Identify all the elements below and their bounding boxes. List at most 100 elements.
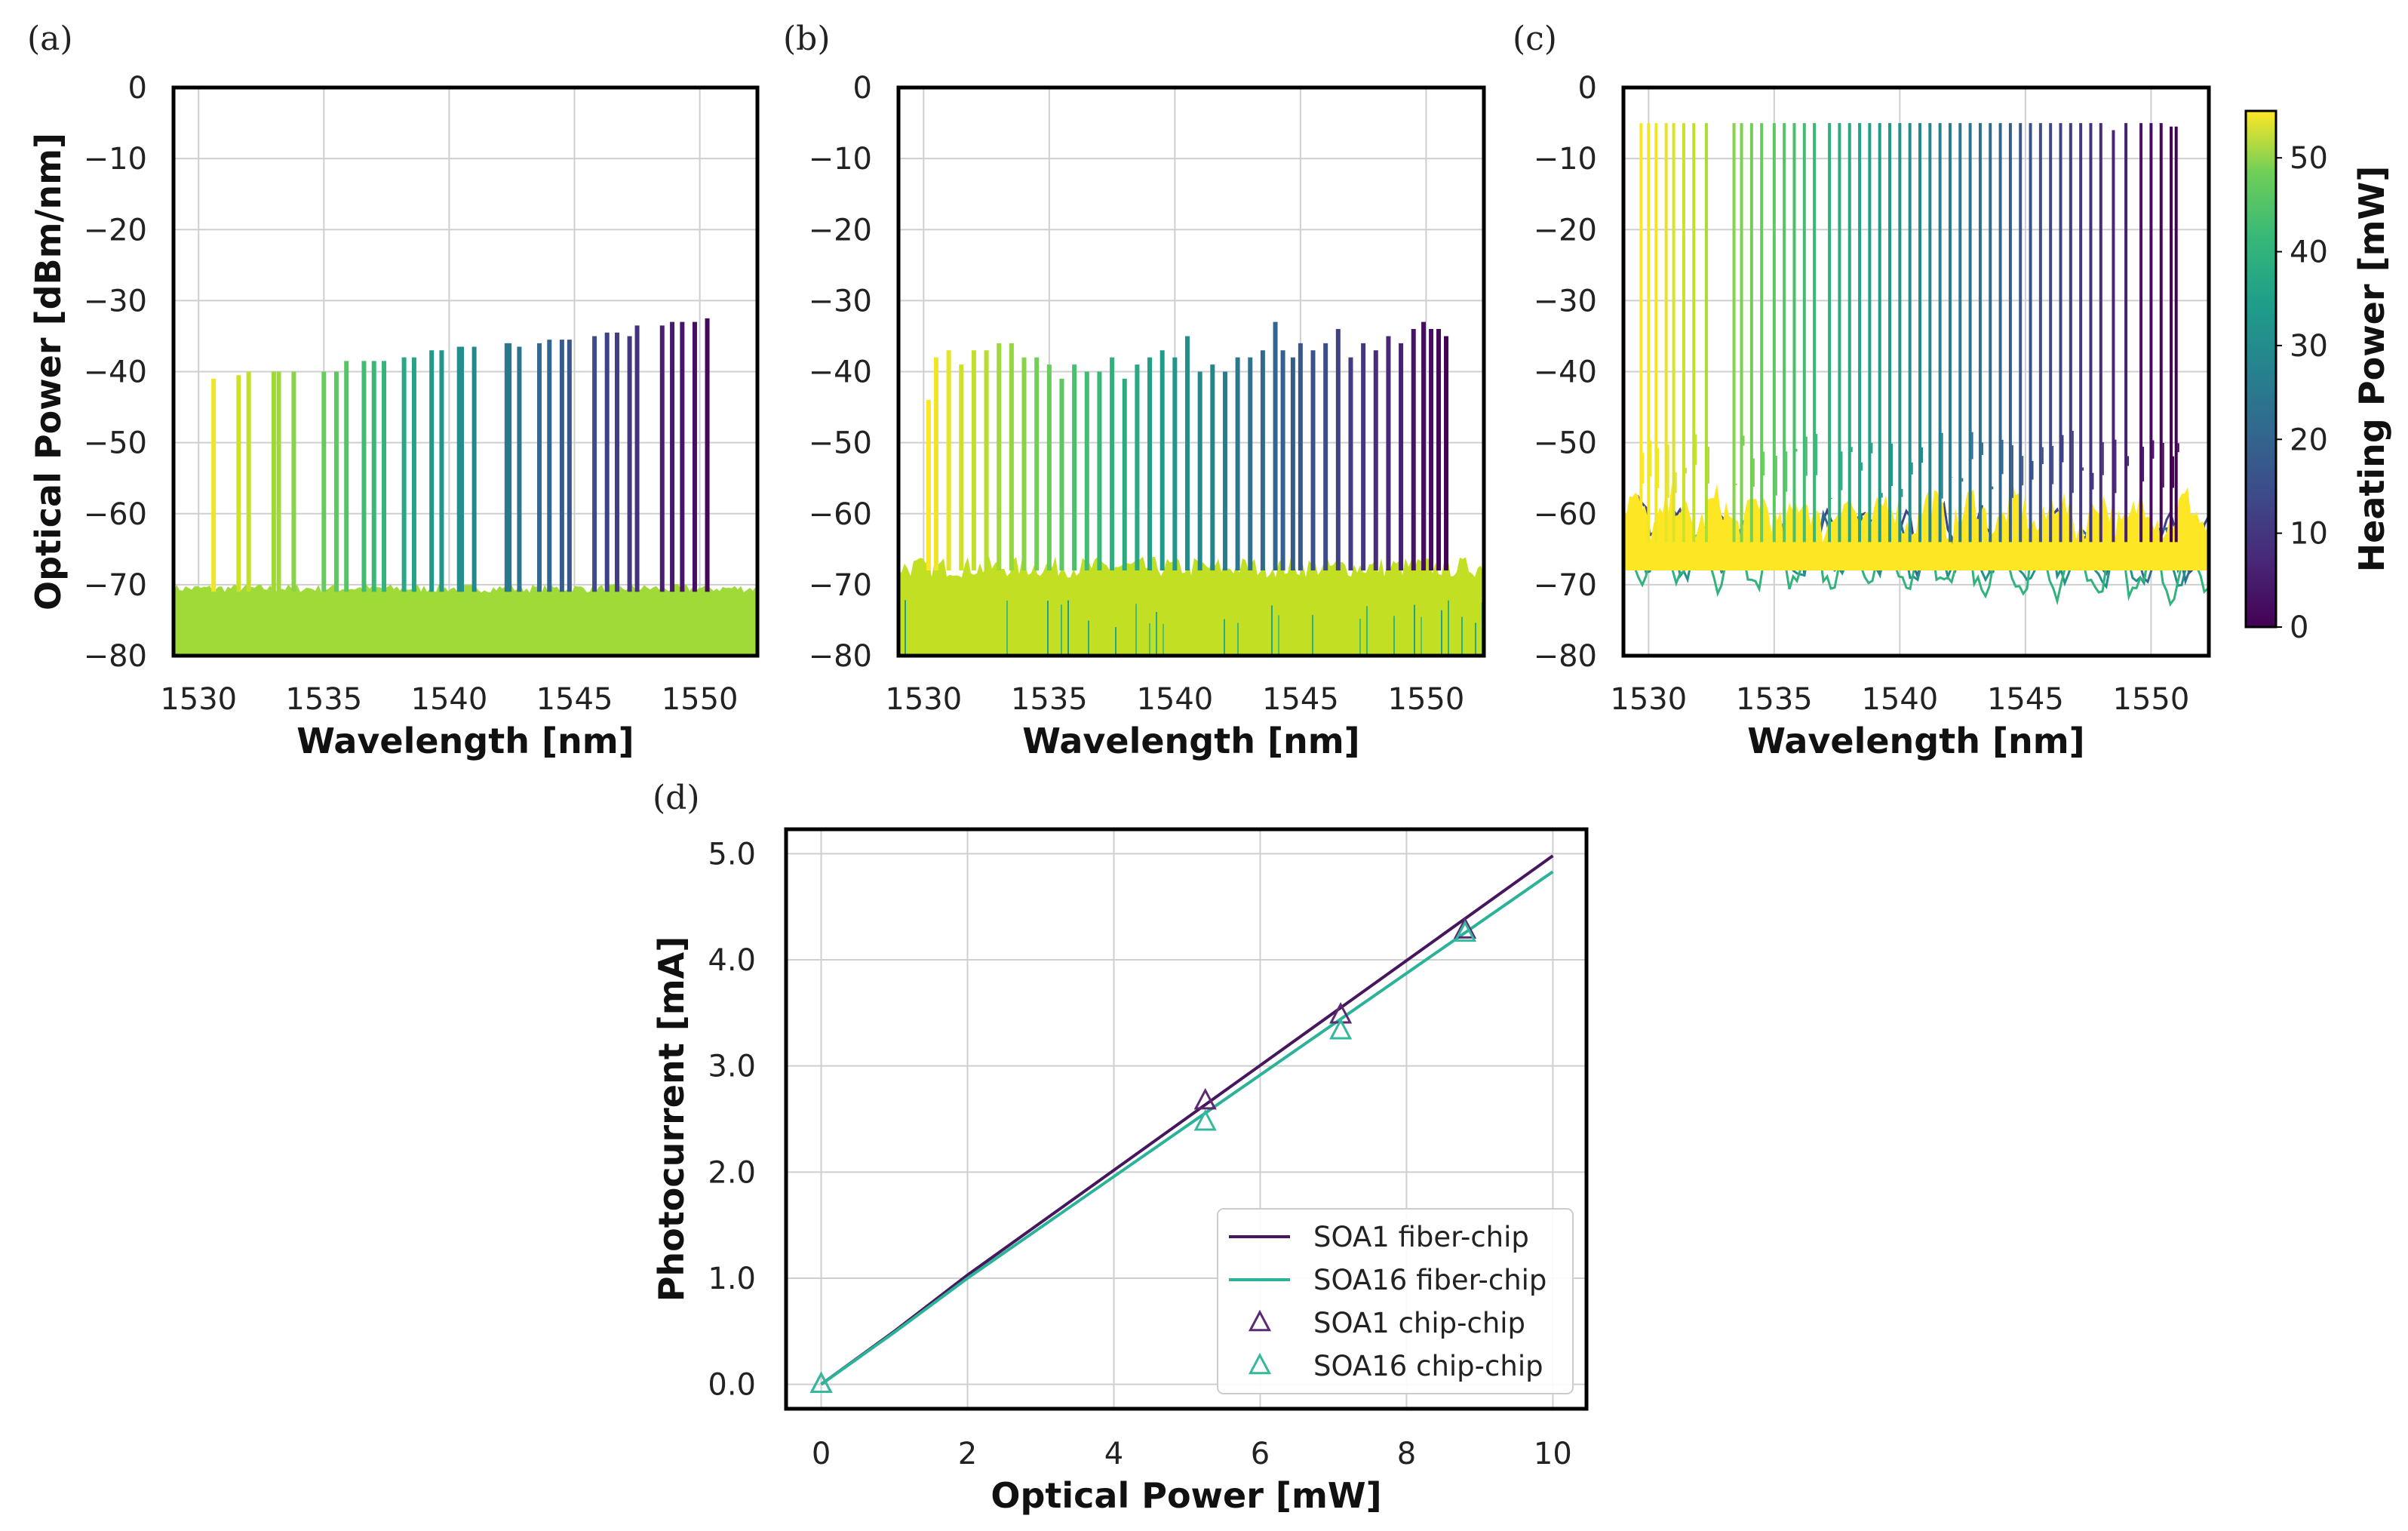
x-tick-label: 1545 <box>536 682 613 717</box>
x-axis-label: Wavelength [nm] <box>1747 721 2084 761</box>
colorbar-tick-label: 10 <box>2290 517 2328 552</box>
data-point-soa16-chip-chip <box>1329 1018 1353 1040</box>
plot-area <box>1623 123 2209 607</box>
colorbar-tick-label: 20 <box>2290 423 2328 457</box>
y-tick-label: −40 <box>809 355 872 390</box>
spectrum-panel-b: 1530 1535 1540 1545 1550 0 −10 −20 −30 −40 −50 −60 −… <box>783 20 1486 761</box>
colorbar: 0 10 20 30 40 50 Heating Power [mW] <box>2244 109 2392 645</box>
data-point-soa1-chip-chip <box>1453 917 1477 939</box>
colorbar-tick-label: 50 <box>2290 141 2328 176</box>
y-tick-label: 5.0 <box>708 837 756 872</box>
y-tick-label: −10 <box>84 142 147 177</box>
x-tick-label: 1530 <box>160 682 237 717</box>
x-tick-label: 6 <box>1251 1437 1270 1471</box>
x-tick-label: 1545 <box>1987 682 2064 717</box>
noise-floor <box>1623 483 2209 571</box>
x-tick-label: 1550 <box>1388 682 1465 717</box>
y-tick-label: 0 <box>128 71 147 106</box>
x-axis-label: Optical Power [mW] <box>991 1475 1381 1516</box>
x-tick-label: 1550 <box>662 682 739 717</box>
x-tick-label: 0 <box>812 1437 831 1471</box>
y-tick-label: −40 <box>1534 355 1597 390</box>
panel-label: (d) <box>653 779 700 817</box>
y-tick-label: −10 <box>809 142 872 177</box>
noise-floor <box>174 583 757 656</box>
legend: SOA1 fiber-chip SOA16 fiber-chip SOA1 chip… <box>1217 1208 1574 1394</box>
y-tick-label: −10 <box>1534 142 1597 177</box>
y-tick-label: 0 <box>1578 71 1597 106</box>
axes-frame <box>1621 85 2211 658</box>
x-tick-label: 1530 <box>885 682 962 717</box>
y-tick-label: 1.0 <box>708 1262 756 1296</box>
data-point-soa1-chip-chip <box>1193 1087 1217 1110</box>
y-tick-label: −30 <box>84 284 147 318</box>
y-tick-label: −80 <box>84 639 147 674</box>
legend-box <box>1217 1208 1574 1394</box>
legend-triangle-icon <box>1248 1309 1272 1332</box>
panel-label: (c) <box>1513 20 1557 58</box>
y-tick-label: 4.0 <box>708 943 756 978</box>
y-tick-label: −30 <box>809 284 872 318</box>
y-tick-label: 2.0 <box>708 1155 756 1190</box>
photocurrent-panel-d: 0 2 4 6 8 10 0.0 1.0 2.0 3.0 4.0 5.0 SOA1 fiber-chip… <box>651 779 1589 1516</box>
y-tick-label: −50 <box>1534 426 1597 461</box>
axes-frame <box>171 85 760 658</box>
plot-area <box>898 321 1484 656</box>
legend-entry-label: SOA16 fiber-chip <box>1313 1264 1546 1296</box>
data-point-soa16-chip-chip <box>1453 920 1477 942</box>
legend-entry-label: SOA16 chip-chip <box>1313 1350 1543 1382</box>
y-tick-label: −20 <box>1534 213 1597 247</box>
axes-frame <box>896 85 1486 658</box>
y-tick-label: −20 <box>809 213 872 247</box>
y-tick-label: −80 <box>809 639 872 674</box>
data-point-soa16-chip-chip <box>809 1371 833 1393</box>
y-tick-label: −50 <box>84 426 147 461</box>
y-tick-label: −70 <box>1534 568 1597 603</box>
colorbar-tick-label: 30 <box>2290 329 2328 364</box>
y-tick-label: −20 <box>84 213 147 247</box>
x-tick-label: 1530 <box>1610 682 1687 717</box>
x-tick-label: 10 <box>1534 1437 1572 1471</box>
legend-entry-label: SOA1 fiber-chip <box>1313 1221 1529 1253</box>
colorbar-gradient <box>2244 109 2277 629</box>
colorbar-label: Heating Power [mW] <box>2351 166 2392 573</box>
data-point-soa16-chip-chip <box>1193 1109 1217 1131</box>
y-tick-label: −80 <box>1534 639 1597 674</box>
x-tick-label: 1540 <box>411 682 488 717</box>
series-line-soa16-fiber-chip <box>820 870 1554 1386</box>
plot-area <box>174 318 757 656</box>
spectrum-panel-c: 1530 1535 1540 1545 1550 0 −10 −20 −30 −40 −50 −60 −… <box>1513 20 2211 761</box>
y-tick-label: 0 <box>853 71 872 106</box>
colorbar-tick-label: 0 <box>2290 610 2308 645</box>
colorbar-tick-label: 40 <box>2290 235 2328 270</box>
y-tick-label: −30 <box>1534 284 1597 318</box>
spectrum-panel-a: 1530 1535 1540 1545 1550 0 −10 −20 −30 −40 −50 −60 −… <box>27 20 760 761</box>
y-tick-label: −50 <box>809 426 872 461</box>
y-tick-label: −40 <box>84 355 147 390</box>
noise-floor <box>898 556 1484 656</box>
panel-label: (b) <box>783 20 831 58</box>
axes-frame <box>784 827 1589 1411</box>
y-tick-label: −70 <box>84 568 147 603</box>
y-axis-label: Photocurrent [mA] <box>651 936 692 1302</box>
legend-triangle-icon <box>1248 1352 1272 1375</box>
y-tick-label: 3.0 <box>708 1050 756 1084</box>
x-tick-label: 1540 <box>1136 682 1213 717</box>
x-tick-label: 8 <box>1397 1437 1416 1471</box>
x-tick-label: 1535 <box>1011 682 1088 717</box>
x-axis-label: Wavelength [nm] <box>1022 721 1359 761</box>
y-tick-label: −60 <box>84 497 147 532</box>
y-tick-label: −60 <box>809 497 872 532</box>
x-tick-label: 1535 <box>1736 682 1813 717</box>
y-tick-label: 0.0 <box>708 1368 756 1403</box>
x-tick-label: 2 <box>958 1437 977 1471</box>
x-tick-label: 1550 <box>2113 682 2190 717</box>
y-tick-label: −60 <box>1534 497 1597 532</box>
x-tick-label: 1545 <box>1262 682 1339 717</box>
legend-entry-label: SOA1 chip-chip <box>1313 1307 1525 1339</box>
panel-label: (a) <box>27 20 73 58</box>
y-tick-label: −70 <box>809 568 872 603</box>
y-axis-label: Optical Power [dBm/nm] <box>28 133 69 610</box>
x-tick-label: 1540 <box>1861 682 1938 717</box>
